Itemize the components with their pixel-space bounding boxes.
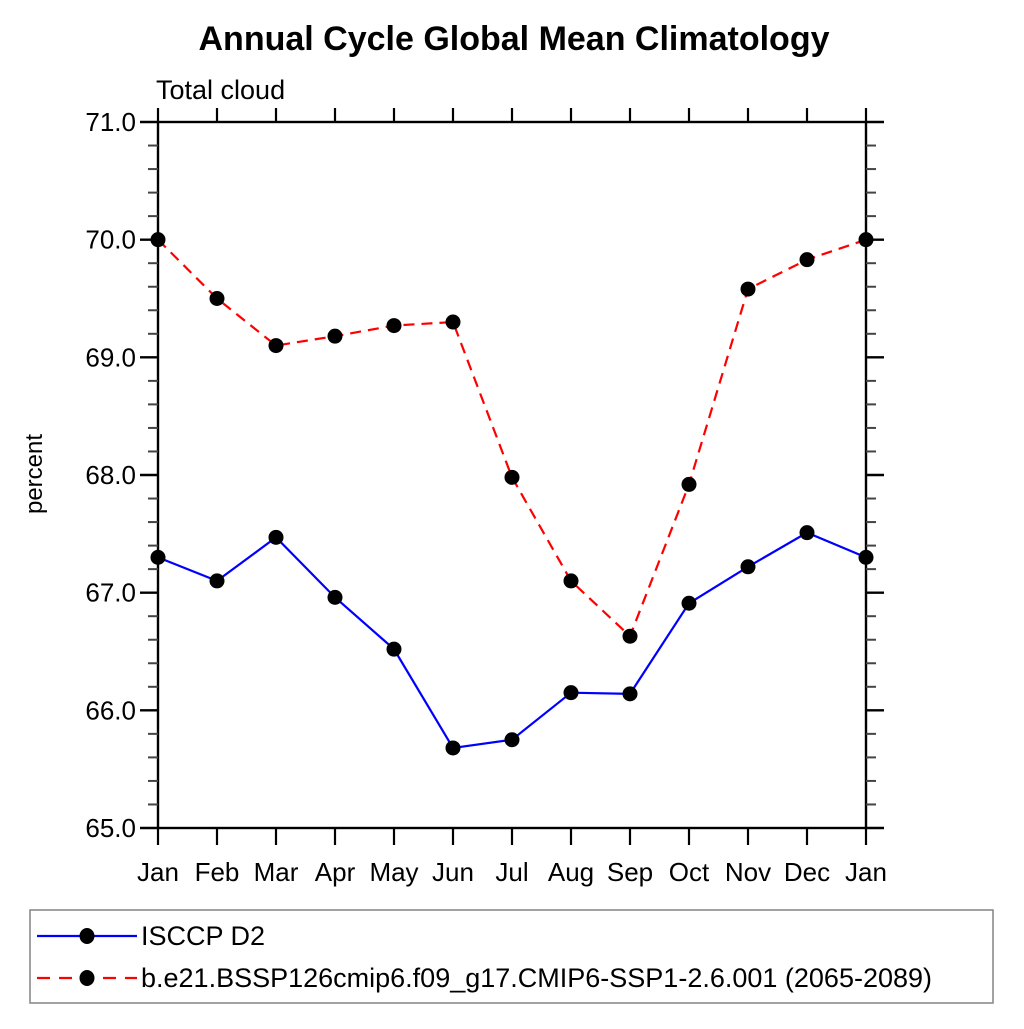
data-point-marker [150,232,166,248]
x-tick-label: Sep [607,857,653,887]
chart-subtitle: Total cloud [156,75,285,105]
data-point-marker [445,314,461,330]
data-point-marker [740,281,756,297]
data-point-marker [386,641,402,657]
legend-item-model: b.e21.BSSP126cmip6.f09_g17.CMIP6-SSP1-2.… [37,963,932,993]
plot-area: Jan Feb Mar Apr May Jun Jul Aug Sep Oct Nov Dec Jan6… [85,107,887,887]
x-tick-label: Apr [315,857,356,887]
y-tick-label: 68.0 [85,460,136,490]
data-point-marker [150,549,166,565]
legend: ISCCP D2 b.e21.BSSP126cmip6.f09_g17.CMIP… [29,909,994,1004]
y-tick-label: 69.0 [85,342,136,372]
y-tick-label: 66.0 [85,695,136,725]
x-tick-label: Feb [195,857,240,887]
y-tick-label: 71.0 [85,107,136,137]
chart-title: Annual Cycle Global Mean Climatology [199,20,830,58]
data-point-marker [622,628,638,644]
data-point-marker [799,252,815,268]
x-tick-label: May [369,857,418,887]
x-tick-label: Oct [669,857,710,887]
data-point-marker [504,469,520,485]
data-point-marker [563,573,579,589]
data-point-marker [681,595,697,611]
y-tick-label: 65.0 [85,813,136,843]
data-point-marker [563,685,579,701]
legend-marker-icon [79,928,95,944]
data-point-marker [209,573,225,589]
data-point-marker [858,232,874,248]
data-point-marker [268,529,284,545]
data-point-marker [327,328,343,344]
legend-label: b.e21.BSSP126cmip6.f09_g17.CMIP6-SSP1-2.… [141,963,932,993]
y-axis-label: percent [21,434,48,514]
data-point-marker [327,589,343,605]
legend-marker-icon [79,970,95,986]
x-tick-label: Jan [845,857,887,887]
data-point-marker [504,732,520,748]
data-point-marker [740,559,756,575]
legend-item-isccp: ISCCP D2 [37,921,265,951]
x-tick-label: Mar [254,857,299,887]
data-point-marker [858,549,874,565]
legend-label: ISCCP D2 [141,921,265,951]
x-tick-label: Dec [784,857,830,887]
data-point-marker [681,476,697,492]
legend-box [29,909,994,1004]
x-tick-label: Nov [725,857,771,887]
data-point-marker [268,338,284,354]
y-tick-label: 67.0 [85,578,136,608]
x-tick-label: Jul [495,857,528,887]
x-tick-label: Jun [432,857,474,887]
data-point-marker [799,525,815,541]
y-tick-label: 70.0 [85,225,136,255]
series-line-1 [157,238,867,639]
data-point-marker [622,686,638,702]
data-point-marker [386,318,402,334]
x-tick-label: Aug [548,857,594,887]
data-point-marker [445,740,461,756]
series-line-0 [157,531,867,750]
data-point-marker [209,291,225,306]
x-tick-label: Jan [137,857,179,887]
